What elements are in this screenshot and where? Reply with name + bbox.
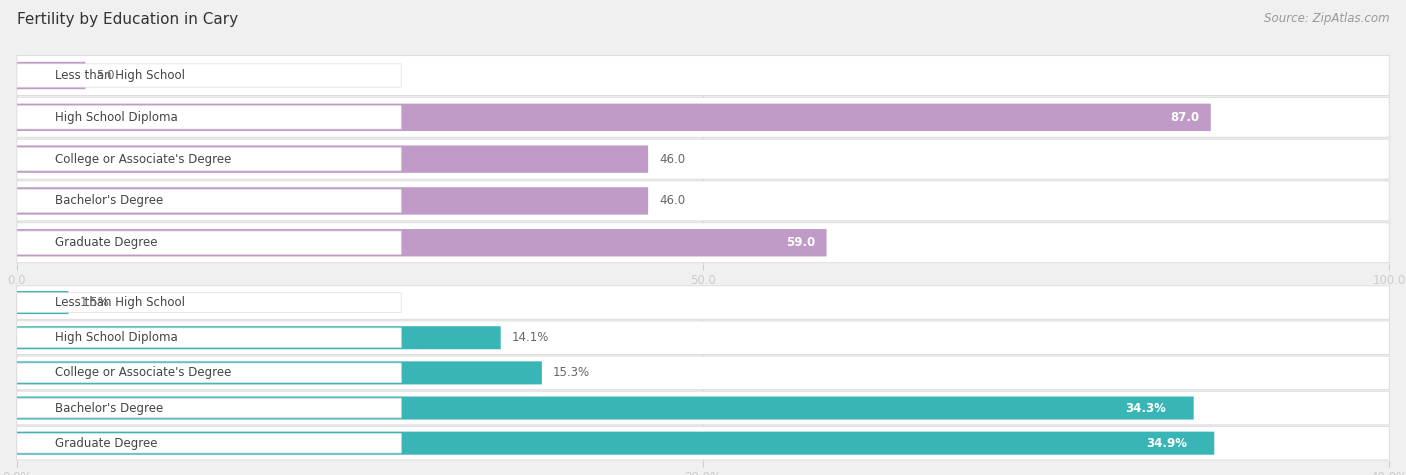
- FancyBboxPatch shape: [17, 231, 401, 255]
- Text: Graduate Degree: Graduate Degree: [55, 236, 157, 249]
- FancyBboxPatch shape: [17, 291, 69, 314]
- FancyBboxPatch shape: [17, 189, 401, 213]
- FancyBboxPatch shape: [17, 432, 1215, 455]
- FancyBboxPatch shape: [17, 321, 1389, 354]
- Text: 5.0: 5.0: [97, 69, 115, 82]
- FancyBboxPatch shape: [17, 62, 86, 89]
- Text: 34.3%: 34.3%: [1125, 401, 1166, 415]
- FancyBboxPatch shape: [17, 229, 827, 256]
- FancyBboxPatch shape: [17, 56, 1389, 95]
- Text: 46.0: 46.0: [659, 152, 685, 166]
- FancyBboxPatch shape: [17, 427, 1389, 460]
- FancyBboxPatch shape: [17, 223, 1389, 263]
- FancyBboxPatch shape: [17, 293, 401, 313]
- FancyBboxPatch shape: [17, 326, 501, 349]
- FancyBboxPatch shape: [17, 147, 401, 171]
- FancyBboxPatch shape: [17, 356, 1389, 390]
- FancyBboxPatch shape: [17, 145, 648, 173]
- Text: College or Associate's Degree: College or Associate's Degree: [55, 366, 232, 380]
- FancyBboxPatch shape: [17, 398, 401, 418]
- Text: 34.9%: 34.9%: [1146, 437, 1187, 450]
- FancyBboxPatch shape: [17, 187, 648, 215]
- Text: High School Diploma: High School Diploma: [55, 111, 179, 124]
- FancyBboxPatch shape: [17, 397, 1194, 419]
- Text: High School Diploma: High School Diploma: [55, 331, 179, 344]
- Text: Bachelor's Degree: Bachelor's Degree: [55, 194, 163, 208]
- FancyBboxPatch shape: [17, 104, 1211, 131]
- FancyBboxPatch shape: [17, 64, 401, 87]
- FancyBboxPatch shape: [17, 391, 1389, 425]
- Text: Less than High School: Less than High School: [55, 69, 186, 82]
- Text: 15.3%: 15.3%: [553, 366, 591, 380]
- Text: Source: ZipAtlas.com: Source: ZipAtlas.com: [1264, 12, 1389, 25]
- FancyBboxPatch shape: [17, 286, 1389, 319]
- FancyBboxPatch shape: [17, 328, 401, 348]
- Text: Bachelor's Degree: Bachelor's Degree: [55, 401, 163, 415]
- FancyBboxPatch shape: [17, 433, 401, 453]
- FancyBboxPatch shape: [17, 105, 401, 129]
- FancyBboxPatch shape: [17, 97, 1389, 137]
- FancyBboxPatch shape: [17, 181, 1389, 221]
- FancyBboxPatch shape: [17, 139, 1389, 179]
- Text: College or Associate's Degree: College or Associate's Degree: [55, 152, 232, 166]
- Text: Graduate Degree: Graduate Degree: [55, 437, 157, 450]
- Text: 59.0: 59.0: [786, 236, 815, 249]
- Text: 87.0: 87.0: [1171, 111, 1199, 124]
- Text: 14.1%: 14.1%: [512, 331, 548, 344]
- FancyBboxPatch shape: [17, 363, 401, 383]
- Text: 1.5%: 1.5%: [79, 296, 110, 309]
- Text: Less than High School: Less than High School: [55, 296, 186, 309]
- FancyBboxPatch shape: [17, 361, 541, 384]
- Text: Fertility by Education in Cary: Fertility by Education in Cary: [17, 12, 238, 27]
- Text: 46.0: 46.0: [659, 194, 685, 208]
